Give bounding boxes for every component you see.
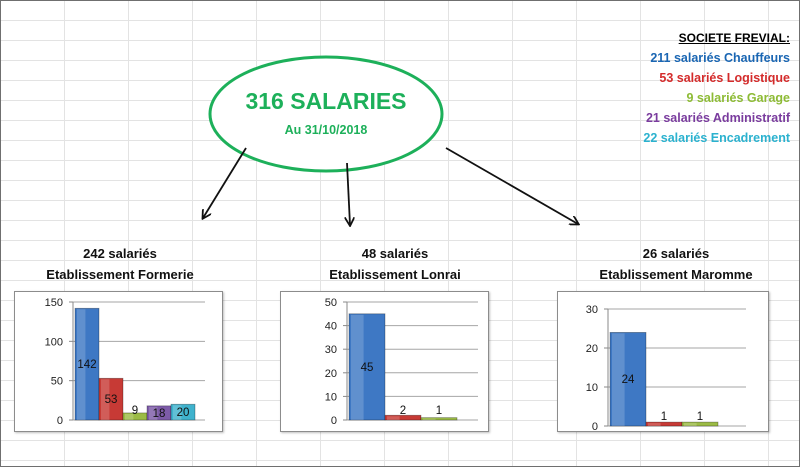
bar-highlight (351, 314, 364, 420)
arrow-maromme (445, 147, 578, 224)
bar-highlight (101, 379, 110, 420)
establishment-name: Etablissement Lonrai (329, 267, 461, 282)
data-label: 1 (661, 411, 667, 423)
y-tick-label: 50 (51, 376, 63, 388)
arrow-formerie (203, 147, 247, 218)
y-tick-label: 30 (586, 304, 598, 316)
bar (170, 403, 196, 421)
summary-ellipse (208, 55, 444, 173)
data-label: 45 (361, 362, 374, 374)
bar-highlight (648, 423, 661, 426)
establishment-name: Etablissement Formerie (46, 267, 194, 282)
chart-formerie: 0 50 100 150 142 53 9 18 20 (14, 291, 223, 432)
establishment-count: 48 salariés (361, 246, 429, 261)
y-tick-label: 20 (586, 343, 598, 355)
data-label: 18 (153, 408, 166, 420)
company-legend: SOCIETE FREVIAL: 211 salariés Chauffeurs… (643, 28, 790, 148)
data-label: 1 (697, 411, 703, 423)
establishment-formerie-heading: 242 salariés Etablissement Formerie (0, 243, 240, 285)
data-label: 24 (622, 374, 635, 386)
bar (420, 417, 458, 421)
y-tick-label: 50 (325, 297, 337, 309)
bar (681, 421, 719, 427)
establishment-name: Etablissement Maromme (599, 267, 753, 282)
y-tick-label: 100 (45, 336, 63, 348)
y-tick-label: 0 (57, 415, 63, 427)
bar (74, 307, 100, 421)
data-label: 142 (77, 359, 96, 371)
y-tick-label: 20 (325, 368, 337, 380)
legend-item-logistique: 53 salariés Logistique (659, 71, 790, 85)
total-employees: 316 SALARIES (245, 88, 407, 114)
bar-highlight (387, 416, 400, 420)
y-tick-label: 10 (586, 382, 598, 394)
legend-item-chauffeurs: 211 salariés Chauffeurs (650, 51, 790, 65)
establishment-lonrai-heading: 48 salariés Etablissement Lonrai (275, 243, 515, 285)
legend-item-garage: 9 salariés Garage (686, 91, 790, 105)
data-label: 53 (105, 394, 118, 406)
reference-date: Au 31/10/2018 (284, 123, 368, 137)
y-tick-label: 150 (45, 297, 63, 309)
data-label: 2 (400, 405, 406, 417)
data-label: 9 (132, 405, 138, 417)
legend-title: SOCIETE FREVIAL: (678, 31, 790, 45)
bar-highlight (173, 405, 182, 420)
legend-item-administratif: 21 salariés Administratif (645, 111, 790, 125)
y-tick-label: 40 (325, 321, 337, 333)
data-label: 20 (177, 407, 190, 419)
establishment-count: 26 salariés (642, 246, 710, 261)
summary-bubble: 316 SALARIES Au 31/10/2018 (210, 56, 442, 172)
bar-highlight (684, 423, 697, 426)
bar-highlight (612, 333, 625, 426)
chart-lonrai: 0 10 20 30 40 50 45 2 1 (280, 291, 489, 432)
data-label: 1 (436, 405, 442, 417)
y-tick-label: 0 (592, 421, 598, 431)
bar-highlight (149, 406, 158, 420)
bar-highlight (77, 309, 86, 420)
y-tick-label: 10 (325, 391, 337, 403)
y-tick-label: 30 (325, 344, 337, 356)
legend-item-encadrement: 22 salariés Encadrement (643, 131, 790, 145)
bar-highlight (423, 418, 436, 420)
bar (348, 313, 386, 421)
chart-maromme: 0 10 20 30 24 1 1 (557, 291, 769, 432)
establishment-count: 242 salariés (83, 246, 157, 261)
bar-highlight (125, 413, 134, 420)
establishment-maromme-heading: 26 salariés Etablissement Maromme (556, 243, 796, 285)
arrow-lonrai (347, 162, 350, 225)
y-tick-label: 0 (331, 415, 337, 427)
bar (98, 377, 124, 421)
bar (609, 332, 647, 427)
